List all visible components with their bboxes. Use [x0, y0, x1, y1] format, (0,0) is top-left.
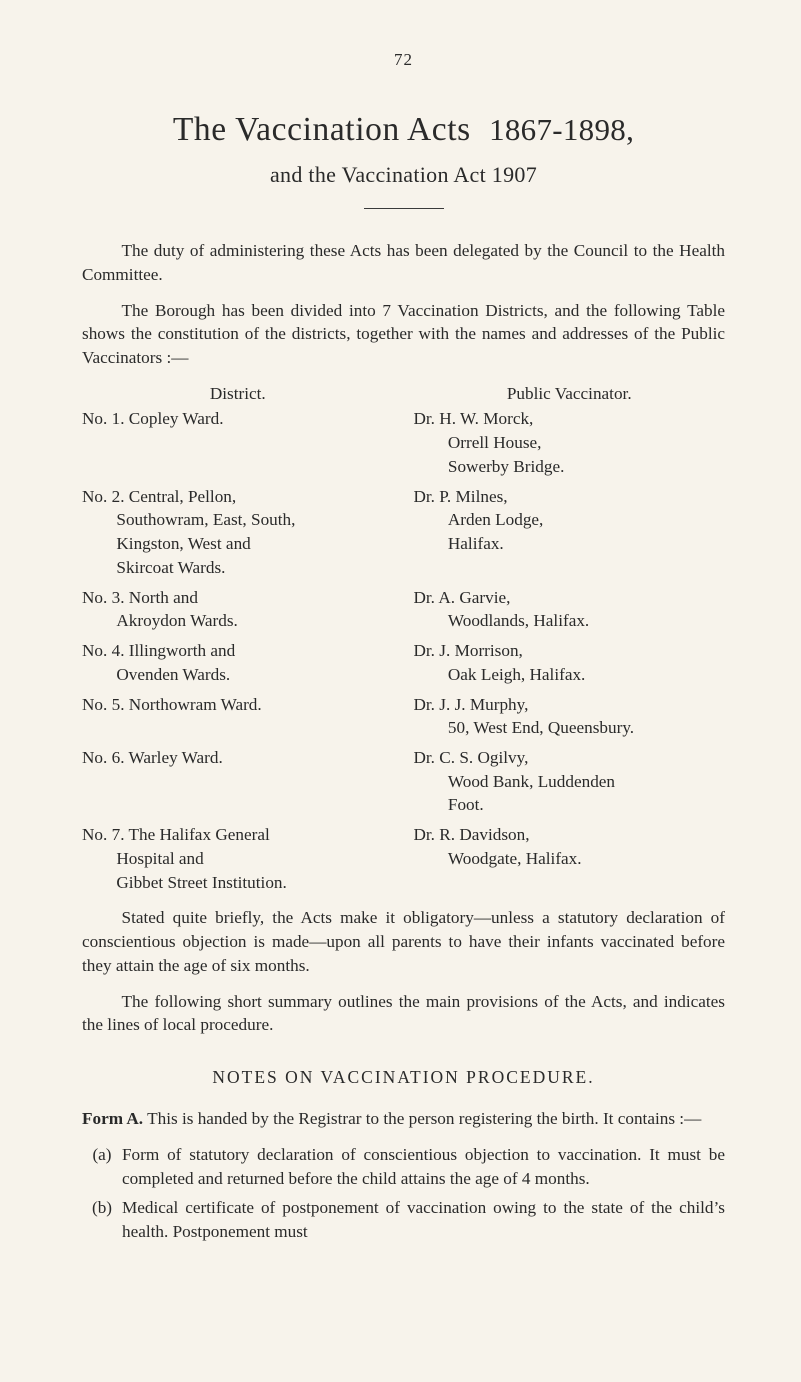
district-entry: No. 5. Northowram Ward.: [82, 693, 394, 740]
vaccinator-entry: Dr. A. Garvie,Woodlands, Halifax.: [414, 586, 726, 633]
district-table: District. No. 1. Copley Ward. No. 2. Cen…: [82, 382, 725, 901]
district-line: Ovenden Wards.: [82, 663, 394, 687]
vaccinator-line: Foot.: [414, 793, 726, 817]
district-line: No. 7. The Halifax General: [82, 823, 394, 847]
vaccinator-line: Arden Lodge,: [414, 508, 726, 532]
vaccinator-line: Wood Bank, Luddenden: [414, 770, 726, 794]
vaccinator-line: Dr. J. Morrison,: [414, 639, 726, 663]
scanned-page: 72 The Vaccination Acts 1867-1898, and t…: [0, 0, 801, 1382]
form-a-lead: Form A. This is handed by the Registrar …: [82, 1107, 725, 1131]
title-row: The Vaccination Acts 1867-1898,: [82, 107, 725, 153]
district-entry: No. 4. Illingworth andOvenden Wards.: [82, 639, 394, 686]
title-sub: and the Vaccination Act 1907: [82, 160, 725, 190]
district-entry: No. 7. The Halifax GeneralHospital andGi…: [82, 823, 394, 894]
title-rule: [364, 208, 444, 209]
item-b-text: Medical certificate of postponement of v…: [122, 1196, 725, 1243]
page-number: 72: [82, 48, 725, 71]
vaccinator-entry: Dr. R. Davidson,Woodgate, Halifax.: [414, 823, 726, 894]
district-line: No. 6. Warley Ward.: [82, 746, 394, 770]
district-column: District. No. 1. Copley Ward. No. 2. Cen…: [82, 382, 404, 901]
district-entry: No. 1. Copley Ward.: [82, 407, 394, 478]
vaccinator-line: Dr. J. J. Murphy,: [414, 693, 726, 717]
vaccinator-line: Sowerby Bridge.: [414, 455, 726, 479]
notes-header: NOTES ON VACCINATION PROCEDURE.: [82, 1065, 725, 1089]
district-line: No. 2. Central, Pellon,: [82, 485, 394, 509]
district-line: Kingston, West and: [82, 532, 394, 556]
title-main: The Vaccination Acts: [173, 111, 471, 148]
district-line: Hospital and: [82, 847, 394, 871]
vaccinator-line: Woodgate, Halifax.: [414, 847, 726, 871]
item-a-text: Form of statutory declaration of conscie…: [122, 1143, 725, 1190]
vaccinator-line: Orrell House,: [414, 431, 726, 455]
vaccinator-entry: Dr. C. S. Ogilvy,Wood Bank, LuddendenFoo…: [414, 746, 726, 817]
pad-line: [414, 556, 726, 580]
district-line: No. 5. Northowram Ward.: [82, 693, 394, 717]
vaccinator-line: Dr. C. S. Ogilvy,: [414, 746, 726, 770]
district-line: No. 1. Copley Ward.: [82, 407, 394, 431]
vaccinator-column-header: Public Vaccinator.: [414, 382, 726, 406]
district-line: Southowram, East, South,: [82, 508, 394, 532]
form-a-label: Form A.: [82, 1109, 143, 1128]
district-line: No. 4. Illingworth and: [82, 639, 394, 663]
vaccinator-line: Woodlands, Halifax.: [414, 609, 726, 633]
vaccinator-line: Oak Leigh, Halifax.: [414, 663, 726, 687]
intro-paragraph-2: The Borough has been divided into 7 Vacc…: [82, 299, 725, 370]
district-line: Skircoat Wards.: [82, 556, 394, 580]
pad-line: [82, 793, 394, 817]
vaccinator-entry: Dr. H. W. Morck,Orrell House,Sowerby Bri…: [414, 407, 726, 478]
vaccinator-line: Halifax.: [414, 532, 726, 556]
district-line: Gibbet Street Institution.: [82, 871, 394, 895]
vaccinator-line: Dr. P. Milnes,: [414, 485, 726, 509]
form-a-lead-text: This is handed by the Registrar to the p…: [143, 1109, 701, 1128]
pad-line: [414, 871, 726, 895]
title-years: 1867-1898,: [489, 112, 634, 147]
vaccinator-line: Dr. H. W. Morck,: [414, 407, 726, 431]
vaccinator-line: 50, West End, Queensbury.: [414, 716, 726, 740]
list-item-b: (b) Medical certificate of postponement …: [82, 1196, 725, 1243]
item-b-label: (b): [82, 1196, 122, 1243]
vaccinator-entry: Dr. P. Milnes,Arden Lodge,Halifax.: [414, 485, 726, 580]
district-line: No. 3. North and: [82, 586, 394, 610]
district-entry: No. 3. North andAkroydon Wards.: [82, 586, 394, 633]
pad-line: [82, 455, 394, 479]
pad-line: [82, 770, 394, 794]
district-entry: No. 2. Central, Pellon,Southowram, East,…: [82, 485, 394, 580]
vaccinator-entry: Dr. J. J. Murphy,50, West End, Queensbur…: [414, 693, 726, 740]
vaccinator-entry: Dr. J. Morrison,Oak Leigh, Halifax.: [414, 639, 726, 686]
district-entry: No. 6. Warley Ward.: [82, 746, 394, 817]
pad-line: [82, 716, 394, 740]
vaccinator-column: Public Vaccinator. Dr. H. W. Morck,Orrel…: [404, 382, 726, 901]
district-column-header: District.: [82, 382, 394, 406]
vaccinator-line: Dr. A. Garvie,: [414, 586, 726, 610]
following-paragraph: The following short summary outlines the…: [82, 990, 725, 1037]
vaccinator-line: Dr. R. Davidson,: [414, 823, 726, 847]
stated-paragraph: Stated quite briefly, the Acts make it o…: [82, 906, 725, 977]
district-line: Akroydon Wards.: [82, 609, 394, 633]
item-a-label: (a): [82, 1143, 122, 1190]
pad-line: [82, 431, 394, 455]
intro-paragraph-1: The duty of administering these Acts has…: [82, 239, 725, 286]
list-item-a: (a) Form of statutory declaration of con…: [82, 1143, 725, 1190]
